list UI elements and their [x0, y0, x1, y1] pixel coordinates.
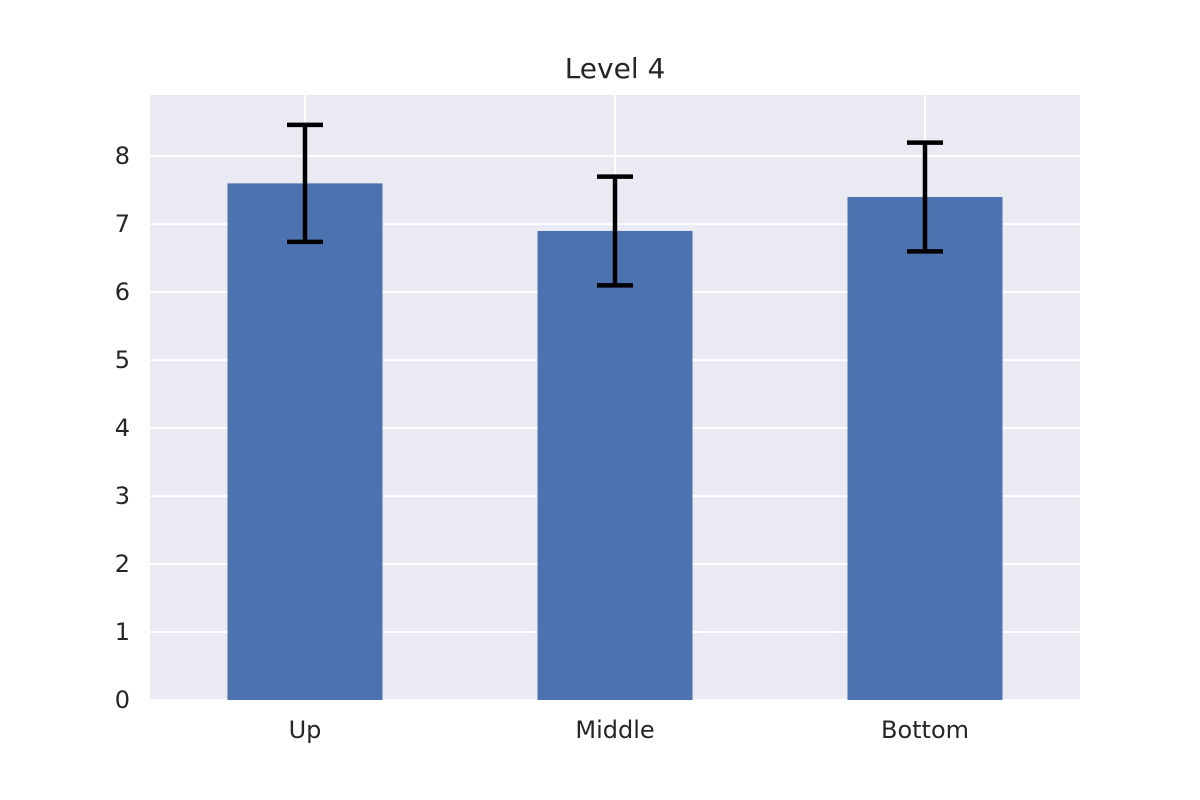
- chart-title: Level 4: [565, 52, 666, 85]
- y-tick-label: 3: [115, 482, 130, 510]
- y-tick-label: 2: [115, 550, 130, 578]
- y-tick-label: 1: [115, 618, 130, 646]
- error-bar-middle: [597, 174, 633, 288]
- y-tick-label: 0: [115, 686, 130, 714]
- bars: [227, 183, 1003, 700]
- y-tick-label: 5: [115, 346, 130, 374]
- y-tick-label: 4: [115, 414, 130, 442]
- error-bar-up: [287, 122, 323, 245]
- y-tick-label: 7: [115, 210, 130, 238]
- x-tick-label: Bottom: [881, 716, 969, 744]
- bar-up: [227, 183, 383, 700]
- y-tick-label: 6: [115, 278, 130, 306]
- y-tick-label: 8: [115, 142, 130, 170]
- error-bars: [287, 122, 943, 288]
- x-tick-label: Up: [289, 716, 322, 744]
- bar-middle: [537, 230, 693, 700]
- bar-bottom: [847, 196, 1003, 700]
- y-axis-ticks: 0 1 2 3 4 5 6 7 8: [115, 142, 130, 714]
- error-bar-bottom: [907, 140, 943, 254]
- x-axis-ticks: Up Middle Bottom: [289, 716, 969, 744]
- x-tick-label: Middle: [575, 716, 654, 744]
